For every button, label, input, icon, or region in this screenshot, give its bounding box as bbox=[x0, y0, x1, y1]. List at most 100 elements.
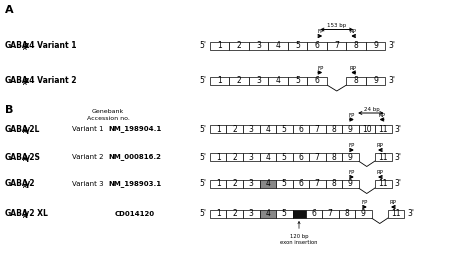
Bar bbox=[338, 210, 355, 218]
Bar bbox=[355, 210, 372, 218]
Text: 3': 3' bbox=[389, 76, 395, 85]
Text: 5': 5' bbox=[199, 76, 206, 85]
Bar bbox=[210, 210, 227, 218]
Bar bbox=[342, 180, 358, 188]
Bar bbox=[326, 125, 342, 133]
Text: 6: 6 bbox=[298, 125, 303, 133]
Text: 7: 7 bbox=[334, 41, 339, 50]
Bar bbox=[276, 210, 292, 218]
Bar bbox=[227, 210, 243, 218]
Text: 9: 9 bbox=[348, 180, 353, 188]
Bar bbox=[268, 76, 288, 85]
Bar bbox=[276, 153, 292, 161]
Text: NM_198903.1: NM_198903.1 bbox=[109, 180, 162, 188]
Text: 8: 8 bbox=[354, 76, 359, 85]
Bar bbox=[358, 125, 375, 133]
Text: 5: 5 bbox=[295, 76, 300, 85]
Text: 5': 5' bbox=[199, 180, 206, 188]
Text: 6: 6 bbox=[315, 41, 319, 50]
Bar bbox=[259, 125, 276, 133]
Text: 11: 11 bbox=[379, 180, 388, 188]
Text: 3: 3 bbox=[249, 125, 254, 133]
Text: 5: 5 bbox=[282, 153, 287, 161]
Bar bbox=[259, 210, 276, 218]
Text: 2: 2 bbox=[232, 153, 237, 161]
Text: RP: RP bbox=[390, 200, 396, 205]
Bar bbox=[326, 153, 342, 161]
Text: RP: RP bbox=[376, 143, 383, 148]
Bar bbox=[306, 210, 322, 218]
Text: 7: 7 bbox=[315, 153, 319, 161]
Bar bbox=[366, 42, 385, 50]
Text: γ2L: γ2L bbox=[25, 125, 40, 133]
Bar bbox=[292, 180, 309, 188]
Text: GABA: GABA bbox=[5, 210, 29, 219]
Text: NM_000816.2: NM_000816.2 bbox=[109, 153, 162, 161]
Bar bbox=[210, 153, 227, 161]
Bar bbox=[292, 153, 309, 161]
Text: 3: 3 bbox=[249, 210, 254, 219]
Bar bbox=[288, 42, 308, 50]
Text: 3': 3' bbox=[394, 180, 401, 188]
Bar bbox=[327, 42, 346, 50]
Bar bbox=[342, 153, 358, 161]
Text: Genebank
Accession no.: Genebank Accession no. bbox=[87, 109, 129, 121]
Bar bbox=[210, 76, 229, 85]
Text: 4: 4 bbox=[265, 210, 270, 219]
Bar bbox=[210, 42, 229, 50]
Text: GABA: GABA bbox=[5, 76, 29, 85]
Bar bbox=[229, 42, 249, 50]
Text: Variant 2: Variant 2 bbox=[72, 154, 103, 160]
Text: 2: 2 bbox=[232, 125, 237, 133]
Text: 4: 4 bbox=[265, 180, 270, 188]
Text: 6: 6 bbox=[315, 76, 319, 85]
Bar bbox=[375, 153, 392, 161]
Text: GABA: GABA bbox=[5, 180, 29, 188]
Text: 5: 5 bbox=[282, 180, 287, 188]
Bar bbox=[276, 180, 292, 188]
Bar bbox=[292, 125, 309, 133]
Text: 11: 11 bbox=[379, 153, 388, 161]
Text: 9: 9 bbox=[361, 210, 365, 219]
Text: NM_198904.1: NM_198904.1 bbox=[109, 125, 162, 133]
Text: A: A bbox=[22, 157, 26, 162]
Text: 3: 3 bbox=[256, 41, 261, 50]
Bar bbox=[366, 76, 385, 85]
Bar bbox=[259, 180, 276, 188]
Text: 2: 2 bbox=[237, 41, 242, 50]
Text: 4: 4 bbox=[276, 41, 281, 50]
Text: 7: 7 bbox=[315, 180, 319, 188]
Text: A: A bbox=[22, 184, 26, 189]
Text: 3: 3 bbox=[256, 76, 261, 85]
Text: FP: FP bbox=[349, 143, 355, 148]
Text: 5: 5 bbox=[295, 41, 300, 50]
Bar bbox=[309, 180, 326, 188]
Text: 1: 1 bbox=[216, 180, 220, 188]
Text: 4: 4 bbox=[265, 153, 270, 161]
Text: 1: 1 bbox=[218, 41, 222, 50]
Text: 6: 6 bbox=[311, 210, 316, 219]
Text: 2: 2 bbox=[237, 76, 242, 85]
Bar bbox=[259, 153, 276, 161]
Text: 7: 7 bbox=[315, 125, 319, 133]
Text: 2: 2 bbox=[232, 180, 237, 188]
Text: GABA: GABA bbox=[5, 125, 29, 133]
Text: 5': 5' bbox=[199, 153, 206, 161]
Text: FP: FP bbox=[349, 113, 355, 118]
Text: 9: 9 bbox=[374, 41, 378, 50]
Bar bbox=[210, 125, 227, 133]
Text: 7: 7 bbox=[328, 210, 333, 219]
Text: Variant 1: Variant 1 bbox=[72, 126, 104, 132]
Bar bbox=[346, 42, 366, 50]
Text: 8: 8 bbox=[345, 210, 349, 219]
Text: FP: FP bbox=[362, 200, 368, 205]
Bar bbox=[346, 76, 366, 85]
Text: 10: 10 bbox=[362, 125, 372, 133]
Text: α4 Variant 2: α4 Variant 2 bbox=[25, 76, 77, 85]
Bar bbox=[292, 210, 306, 218]
Text: 1: 1 bbox=[216, 125, 220, 133]
Text: RP: RP bbox=[350, 29, 357, 34]
Bar bbox=[276, 125, 292, 133]
Bar bbox=[342, 125, 358, 133]
Text: CD014120: CD014120 bbox=[115, 211, 155, 217]
